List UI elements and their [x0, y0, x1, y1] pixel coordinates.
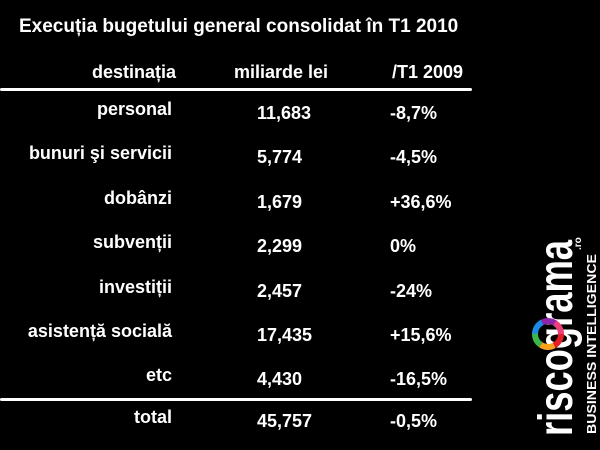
- logo-tagline: BUSINESS INTELLIGENCE: [584, 254, 598, 434]
- row-change: 0%: [390, 236, 417, 256]
- header-miliarde-lei: miliarde lei: [234, 62, 329, 82]
- total-rule: [0, 398, 472, 401]
- total-change: -0,5%: [390, 411, 438, 431]
- header-rule: [0, 88, 472, 91]
- logo-wordmark: riscograma: [530, 240, 583, 436]
- header-change: /T1 2009: [392, 62, 464, 82]
- row-value: 2,457: [257, 281, 303, 301]
- row-category: bunuri şi servicii: [28, 143, 172, 163]
- row-category: subvenții: [92, 232, 172, 252]
- logo-suffix: .ro: [573, 237, 584, 250]
- row-category: investiții: [98, 277, 172, 297]
- total-label: total: [134, 407, 172, 427]
- color-wheel-icon: [532, 318, 564, 350]
- row-change: -24%: [390, 281, 433, 301]
- row-change: +15,6%: [390, 325, 452, 345]
- row-value: 2,299: [257, 236, 303, 256]
- row-category: asistență socială: [27, 321, 172, 341]
- row-change: -16,5%: [390, 369, 448, 389]
- row-category: dobânzi: [104, 188, 172, 208]
- row-change: -8,7%: [390, 103, 438, 123]
- row-value: 5,774: [257, 147, 303, 167]
- row-change: +36,6%: [390, 192, 452, 212]
- row-value: 4,430: [257, 369, 303, 389]
- row-value: 11,683: [257, 103, 312, 123]
- riscograma-logo: riscograma .ro BUSINESS INTELLIGENCE: [530, 237, 598, 436]
- row-change: -4,5%: [390, 147, 438, 167]
- row-value: 17,435: [257, 325, 313, 345]
- row-category: etc: [145, 365, 172, 385]
- header-destinatia: destinația: [91, 62, 176, 82]
- row-value: 1,679: [257, 192, 303, 212]
- total-value: 45,757: [257, 411, 313, 431]
- chart-title: Execuția bugetului general consolidat în…: [19, 16, 459, 37]
- row-category: personal: [96, 99, 172, 119]
